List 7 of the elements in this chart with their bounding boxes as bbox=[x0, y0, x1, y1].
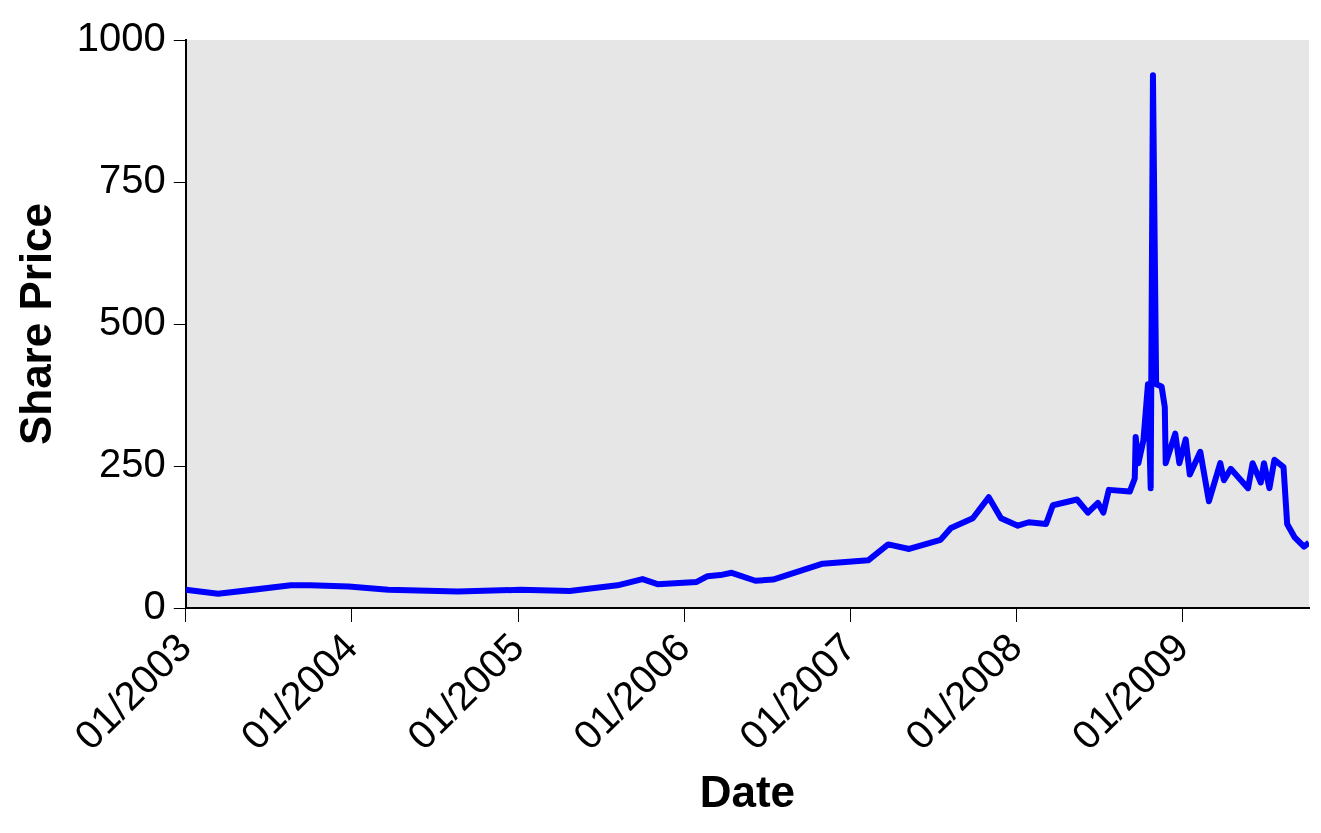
y-tick-label: 500 bbox=[99, 299, 166, 344]
y-tick-label: 1000 bbox=[76, 15, 166, 60]
y-tick-label: 750 bbox=[99, 157, 166, 202]
x-axis-title: Date bbox=[699, 766, 796, 816]
y-tick-label: 250 bbox=[99, 441, 166, 486]
y-tick-label: 0 bbox=[143, 583, 166, 628]
y-axis-title: Share Price bbox=[10, 202, 60, 446]
